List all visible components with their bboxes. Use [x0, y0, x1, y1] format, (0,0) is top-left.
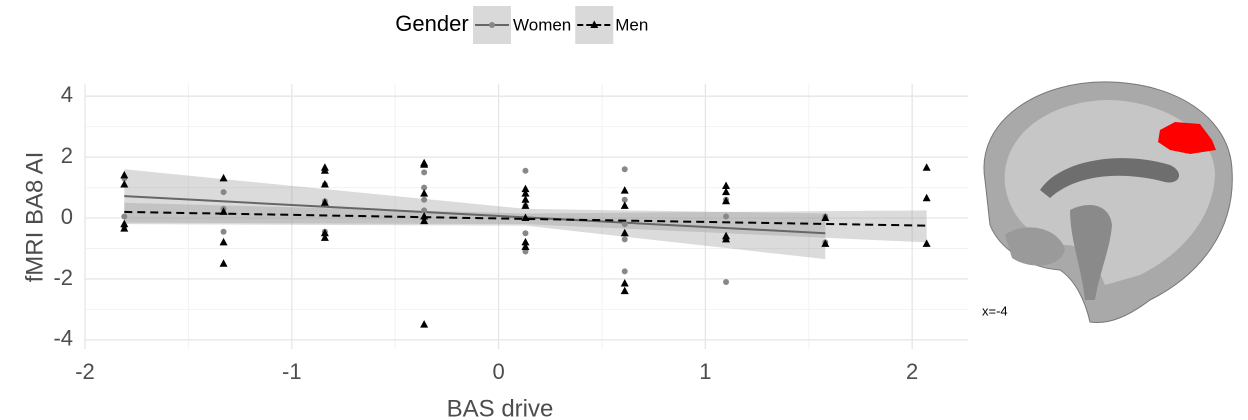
x-tick-label: 1: [699, 359, 711, 384]
point: [221, 189, 227, 195]
point: [420, 189, 428, 197]
point: [621, 287, 629, 295]
point: [723, 279, 729, 285]
point: [522, 168, 528, 174]
point: [923, 163, 931, 171]
point: [420, 320, 428, 328]
point: [622, 236, 628, 242]
point: [220, 238, 228, 246]
point: [220, 174, 228, 182]
x-tick-label: -1: [282, 359, 302, 384]
x-tick-label: 0: [492, 359, 504, 384]
point: [421, 197, 427, 203]
point: [522, 230, 528, 236]
legend-key-marker: [489, 22, 495, 28]
point: [220, 259, 228, 267]
point: [621, 279, 629, 287]
point: [622, 221, 628, 227]
brain-annotation: x=-4: [982, 303, 1008, 318]
x-tick-label: 2: [906, 359, 918, 384]
point: [723, 214, 729, 220]
brain-image: x=-4: [982, 82, 1232, 323]
x-axis-label: BAS drive: [447, 395, 554, 420]
y-tick-label: 4: [61, 82, 73, 107]
point: [421, 169, 427, 175]
point: [221, 229, 227, 235]
chart: BAS drive fMRI BA8 AI Gender x=-4 -2 -1 0 1…: [0, 0, 1248, 420]
point: [121, 214, 127, 220]
point: [622, 166, 628, 172]
legend-title: Gender: [395, 11, 468, 36]
y-tick-label: -2: [53, 265, 73, 290]
y-tick-label: -4: [53, 326, 73, 351]
legend-label: Men: [615, 15, 648, 34]
y-axis-label: fMRI BA8 AI: [21, 152, 48, 283]
point: [923, 194, 931, 202]
x-tick-label: -2: [75, 359, 95, 384]
point: [621, 201, 629, 209]
legend: Women Men: [473, 6, 648, 44]
y-tick-label: 0: [61, 204, 73, 229]
y-tick-label: 2: [61, 143, 73, 168]
point: [622, 268, 628, 274]
legend-label: Women: [513, 15, 571, 34]
plot-area: [85, 84, 968, 349]
